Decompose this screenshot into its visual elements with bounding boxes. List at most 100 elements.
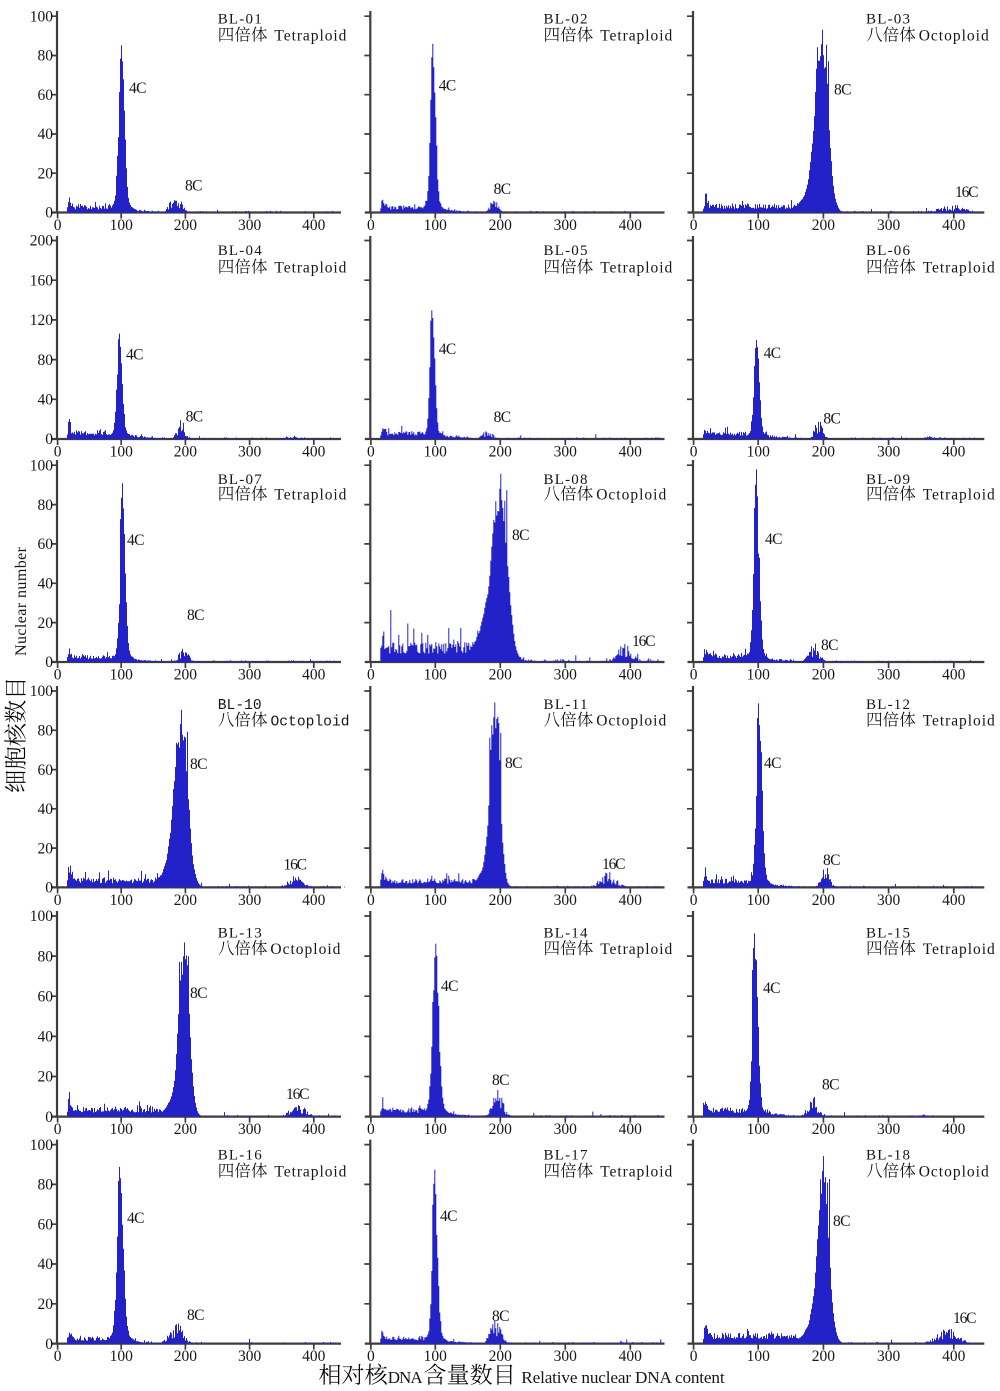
- svg-text:300: 300: [877, 892, 901, 909]
- svg-text:Octoploid: Octoploid: [596, 487, 666, 504]
- svg-text:4C: 4C: [127, 532, 145, 549]
- svg-text:0: 0: [45, 431, 53, 448]
- svg-text:20: 20: [38, 1069, 54, 1086]
- svg-text:200: 200: [174, 217, 198, 234]
- svg-text:4C: 4C: [126, 347, 144, 364]
- svg-text:0: 0: [690, 217, 698, 234]
- svg-text:200: 200: [812, 217, 836, 234]
- svg-text:0: 0: [367, 444, 375, 461]
- svg-text:400: 400: [942, 892, 966, 909]
- svg-text:8C: 8C: [494, 181, 512, 198]
- svg-text:100: 100: [30, 683, 54, 700]
- svg-text:4C: 4C: [763, 980, 781, 997]
- svg-text:400: 400: [619, 444, 643, 461]
- svg-text:0: 0: [54, 1348, 62, 1365]
- svg-text:4C: 4C: [439, 77, 457, 94]
- svg-text:Tetraploid: Tetraploid: [923, 487, 995, 504]
- svg-text:8C: 8C: [492, 1308, 510, 1325]
- svg-text:BL-08: BL-08: [544, 472, 588, 488]
- svg-text:8C: 8C: [492, 1072, 510, 1089]
- svg-text:0: 0: [367, 892, 375, 909]
- svg-text:BL-04: BL-04: [218, 243, 263, 259]
- svg-text:60: 60: [38, 988, 54, 1005]
- svg-text:8C: 8C: [833, 1213, 851, 1230]
- svg-text:8C: 8C: [823, 852, 841, 869]
- svg-text:400: 400: [619, 1348, 643, 1365]
- svg-text:Octoploid: Octoploid: [919, 28, 989, 45]
- svg-text:4C: 4C: [439, 341, 457, 358]
- svg-text:0: 0: [690, 667, 698, 684]
- svg-text:100: 100: [747, 1121, 771, 1138]
- svg-text:8C: 8C: [187, 1307, 205, 1324]
- svg-text:100: 100: [747, 667, 771, 684]
- svg-text:Tetraploid: Tetraploid: [600, 1164, 672, 1181]
- svg-text:100: 100: [424, 667, 448, 684]
- svg-text:4C: 4C: [764, 755, 782, 772]
- svg-text:4C: 4C: [129, 80, 147, 97]
- svg-text:8C: 8C: [187, 607, 205, 624]
- svg-text:300: 300: [238, 667, 262, 684]
- svg-text:400: 400: [942, 217, 966, 234]
- svg-text:300: 300: [238, 1121, 262, 1138]
- svg-text:Nuclear number: Nuclear number: [13, 546, 30, 656]
- svg-text:BL-05: BL-05: [544, 243, 588, 259]
- svg-text:8C: 8C: [190, 985, 208, 1002]
- svg-text:400: 400: [942, 1121, 966, 1138]
- svg-text:8C: 8C: [823, 411, 841, 428]
- svg-text:16C: 16C: [286, 1086, 310, 1103]
- svg-text:4C: 4C: [127, 1210, 145, 1227]
- svg-text:200: 200: [489, 1348, 513, 1365]
- svg-text:Tetraploid: Tetraploid: [274, 1164, 346, 1181]
- svg-text:200: 200: [812, 444, 836, 461]
- svg-text:0: 0: [690, 892, 698, 909]
- svg-text:300: 300: [877, 444, 901, 461]
- svg-text:Tetraploid: Tetraploid: [600, 28, 672, 45]
- svg-text:8C: 8C: [185, 178, 203, 195]
- svg-text:200: 200: [489, 444, 513, 461]
- svg-text:200: 200: [174, 1121, 198, 1138]
- svg-text:0: 0: [45, 654, 53, 671]
- svg-text:BL-09: BL-09: [866, 472, 910, 488]
- svg-text:BL-12: BL-12: [866, 697, 910, 713]
- svg-text:0: 0: [690, 1121, 698, 1138]
- svg-text:0: 0: [690, 444, 698, 461]
- svg-text:0: 0: [54, 217, 62, 234]
- svg-text:BL-16: BL-16: [218, 1148, 263, 1164]
- svg-text:4C: 4C: [440, 1208, 458, 1225]
- svg-text:8C: 8C: [190, 756, 208, 773]
- svg-text:0: 0: [367, 667, 375, 684]
- svg-text:60: 60: [38, 536, 54, 553]
- svg-text:100: 100: [747, 444, 771, 461]
- svg-text:300: 300: [877, 667, 901, 684]
- svg-text:8C: 8C: [821, 637, 839, 654]
- svg-text:20: 20: [38, 165, 54, 182]
- svg-text:100: 100: [747, 1348, 771, 1365]
- svg-text:0: 0: [54, 444, 62, 461]
- svg-text:16C: 16C: [284, 857, 308, 874]
- svg-text:4C: 4C: [765, 531, 783, 548]
- svg-text:BL-07: BL-07: [218, 472, 263, 488]
- svg-text:300: 300: [238, 1348, 262, 1365]
- svg-text:100: 100: [110, 1348, 134, 1365]
- svg-text:Tetraploid: Tetraploid: [923, 713, 995, 730]
- svg-text:400: 400: [942, 1348, 966, 1365]
- svg-text:200: 200: [812, 667, 836, 684]
- svg-text:300: 300: [554, 217, 578, 234]
- svg-text:200: 200: [489, 217, 513, 234]
- svg-text:0: 0: [45, 1336, 53, 1353]
- svg-text:100: 100: [30, 457, 54, 474]
- svg-text:100: 100: [424, 217, 448, 234]
- svg-text:100: 100: [747, 217, 771, 234]
- svg-text:Octoploid: Octoploid: [919, 1164, 989, 1181]
- svg-text:BL-01: BL-01: [218, 11, 262, 27]
- svg-text:0: 0: [45, 880, 53, 897]
- svg-text:200: 200: [174, 444, 198, 461]
- svg-text:300: 300: [238, 892, 262, 909]
- svg-text:400: 400: [942, 667, 966, 684]
- svg-text:400: 400: [619, 217, 643, 234]
- svg-text:16C: 16C: [602, 856, 626, 873]
- svg-text:0: 0: [367, 217, 375, 234]
- svg-text:8C: 8C: [834, 82, 852, 99]
- svg-text:8C: 8C: [494, 409, 512, 426]
- svg-text:20: 20: [38, 615, 54, 632]
